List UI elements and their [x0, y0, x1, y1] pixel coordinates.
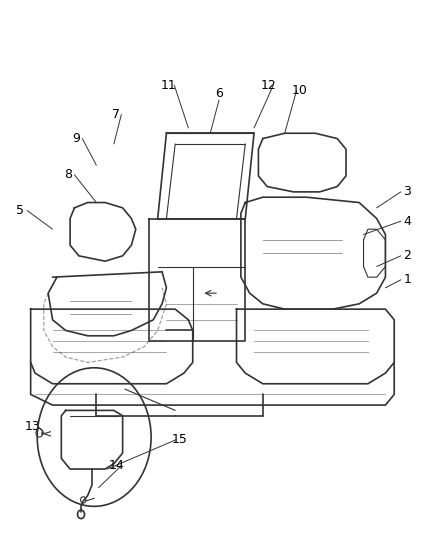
Text: 4: 4 [403, 215, 411, 228]
Text: 1: 1 [403, 273, 411, 286]
Text: 14: 14 [108, 459, 124, 472]
Text: 5: 5 [16, 204, 24, 217]
Text: 7: 7 [112, 108, 120, 121]
Text: 6: 6 [215, 87, 223, 100]
Text: 9: 9 [73, 132, 81, 145]
Text: 12: 12 [260, 79, 276, 92]
Text: 10: 10 [292, 84, 308, 97]
Text: 11: 11 [161, 79, 177, 92]
Text: 2: 2 [403, 249, 411, 262]
Text: 3: 3 [403, 185, 411, 198]
Text: 8: 8 [64, 168, 72, 181]
Text: 13: 13 [25, 420, 41, 433]
Text: 15: 15 [172, 433, 187, 446]
